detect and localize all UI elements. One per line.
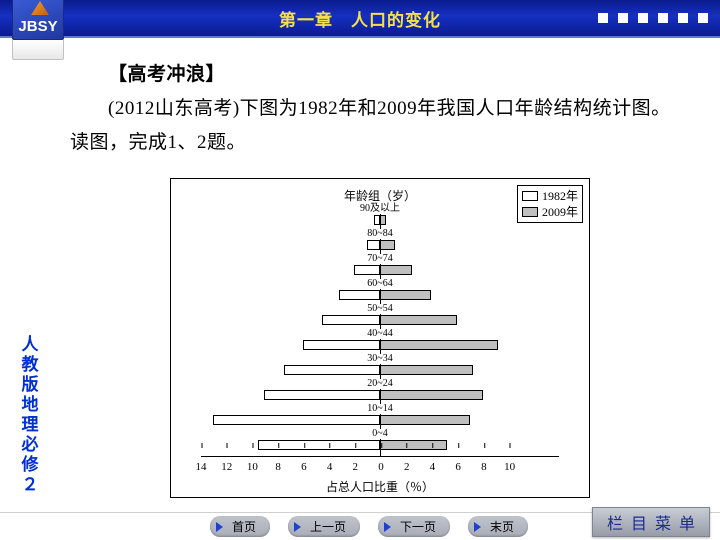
age-label: 20~24: [366, 379, 393, 389]
x-tick: 10: [247, 461, 258, 473]
legend-item-1982: 1982年: [522, 188, 578, 204]
pyramid-row: 70~74: [201, 264, 559, 276]
age-label: 70~74: [366, 254, 393, 264]
x-tick: 8: [275, 461, 281, 473]
age-label: 80~84: [366, 229, 393, 239]
bar-1982: [303, 340, 380, 350]
bar-1982: [284, 365, 380, 375]
bar-2009: [380, 440, 447, 450]
x-tick: 12: [221, 461, 232, 473]
pyramid-row: 10~14: [201, 414, 559, 426]
x-tick: 10: [504, 461, 515, 473]
x-tick: 8: [481, 461, 487, 473]
axis-title-top: 年龄组（岁）: [344, 187, 416, 204]
pyramid-row: 60~64: [201, 289, 559, 301]
x-tick: 4: [327, 461, 333, 473]
age-label: 50~54: [366, 304, 393, 314]
bar-2009: [380, 315, 457, 325]
bar-2009: [380, 415, 470, 425]
pyramid-row: 90及以上: [201, 214, 559, 226]
bar-1982: [322, 315, 380, 325]
nav-prev-button[interactable]: 上一页: [288, 516, 360, 537]
logo-text: JBSY: [12, 0, 64, 40]
bar-2009: [380, 390, 483, 400]
plot-area: 90及以上 80~84 70~74 60~64 50~54 40~44 30~34 20~24…: [201, 209, 559, 457]
nav-button-group: 首页 上一页 下一页 末页: [210, 516, 528, 537]
bar-2009: [380, 265, 412, 275]
population-pyramid-chart: 年龄组（岁） 1982年 2009年 90及以上80~8470~7460~645…: [170, 178, 590, 498]
pyramid-row: 50~54: [201, 314, 559, 326]
bar-2009: [380, 290, 431, 300]
x-axis-title: 占总人口比重（％）: [326, 478, 434, 495]
age-label: 10~14: [366, 404, 393, 414]
age-label: 30~34: [366, 354, 393, 364]
section-head: 【高考冲浪】: [70, 58, 680, 92]
nav-next-button[interactable]: 下一页: [378, 516, 450, 537]
pyramid-row: 0~4: [201, 439, 559, 451]
bar-2009: [380, 340, 498, 350]
legend-swatch-1982: [522, 191, 538, 201]
bar-2009: [380, 215, 386, 225]
bar-1982: [339, 290, 380, 300]
x-tick: 4: [430, 461, 436, 473]
logo: JBSY: [6, 0, 70, 66]
age-label: 0~4: [371, 429, 388, 439]
x-tick: 6: [455, 461, 461, 473]
pyramid-row: 40~44: [201, 339, 559, 351]
footer-bar: 首页 上一页 下一页 末页 栏目菜单: [0, 512, 720, 540]
age-label: 60~64: [366, 279, 393, 289]
bar-1982: [264, 390, 380, 400]
base-axis: [201, 456, 559, 457]
header-bar: JBSY 第一章 人口的变化: [0, 0, 720, 38]
x-tick: 14: [196, 461, 207, 473]
bar-2009: [380, 240, 395, 250]
pyramid-row: 30~34: [201, 364, 559, 376]
legend-label-1982: 1982年: [542, 188, 578, 204]
content-area: 【高考冲浪】 (2012山东高考)下图为1982年和2009年我国人口年龄结构统…: [70, 58, 680, 160]
nav-last-button[interactable]: 末页: [468, 516, 528, 537]
bar-2009: [380, 365, 473, 375]
x-axis-ticks: 14121086420246810: [201, 459, 559, 479]
sidebar-book-label: 人教版地理必修２: [20, 335, 40, 495]
pyramid-row: 20~24: [201, 389, 559, 401]
bar-1982: [367, 240, 380, 250]
question-body: (2012山东高考)下图为1982年和2009年我国人口年龄结构统计图。读图，完…: [70, 92, 680, 160]
age-label: 90及以上: [359, 204, 401, 214]
column-menu-button[interactable]: 栏目菜单: [592, 507, 710, 537]
x-tick: 2: [353, 461, 359, 473]
pyramid-row: 80~84: [201, 239, 559, 251]
chapter-title: 第一章 人口的变化: [279, 6, 441, 31]
nav-home-button[interactable]: 首页: [210, 516, 270, 537]
x-tick: 2: [404, 461, 410, 473]
bar-1982: [258, 440, 380, 450]
bar-1982: [213, 415, 380, 425]
x-tick: 0: [378, 461, 384, 473]
header-decor-squares: [598, 13, 708, 23]
bar-1982: [354, 265, 380, 275]
age-label: 40~44: [366, 329, 393, 339]
logo-pages-icon: [12, 40, 64, 60]
x-tick: 6: [301, 461, 307, 473]
